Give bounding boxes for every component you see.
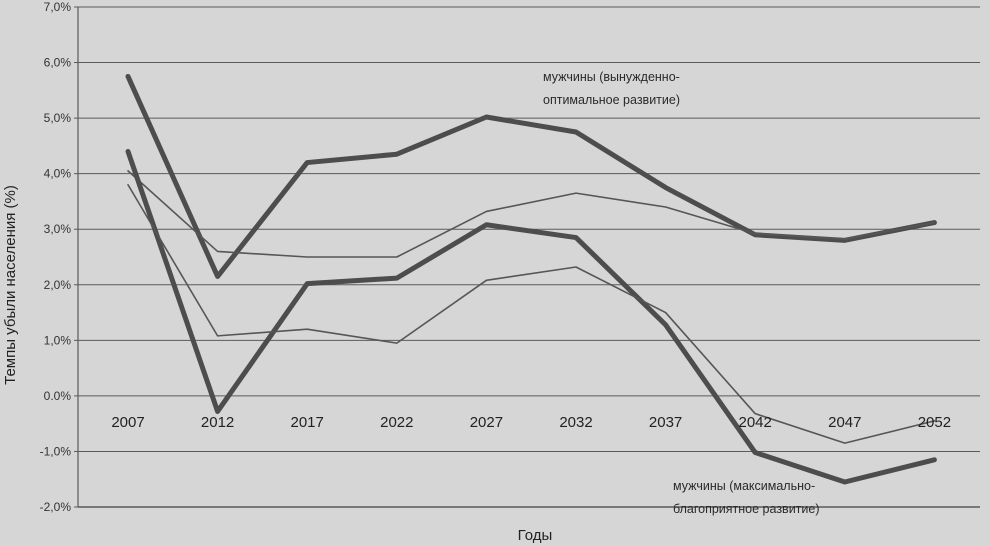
x-tick-label: 2047 — [828, 414, 861, 431]
y-tick-label: -2,0% — [40, 500, 72, 514]
y-tick-label: -1,0% — [40, 444, 72, 458]
x-tick-label: 2032 — [559, 414, 592, 431]
y-tick-label: 6,0% — [44, 56, 72, 70]
annotation-upper-line1: мужчины (вынужденно- — [543, 70, 680, 84]
series-line-4 — [127, 183, 936, 444]
x-tick-labels: 2007 2012 2017 2022 2027 2032 2037 2042 2047 2052 — [111, 414, 951, 431]
annotation-lower-line2: благоприятное развитие) — [673, 502, 820, 516]
x-tick-label: 2022 — [380, 414, 413, 431]
x-tick-label: 2007 — [111, 414, 144, 431]
annotation-upper-line2: оптимальное развитие) — [543, 93, 680, 107]
annotation-lower: мужчины (максимально- благоприятное разв… — [673, 479, 820, 516]
x-tick-label: 2037 — [649, 414, 682, 431]
y-tick-label: 0.0% — [44, 389, 72, 403]
y-tick-label: 2,0% — [44, 278, 72, 292]
x-tick-label: 2042 — [739, 414, 772, 431]
x-tick-label: 2017 — [291, 414, 324, 431]
annotation-lower-line1: мужчины (максимально- — [673, 479, 815, 493]
y-tick-labels: -2,0% -1,0% 0.0% 1,0% 2,0% 3,0% 4,0% 5,0% 6,0% 7,… — [40, 0, 72, 514]
x-tick-label: 2027 — [470, 414, 503, 431]
series-lines — [125, 73, 937, 485]
x-axis-title: Годы — [518, 527, 553, 544]
x-tick-label: 2052 — [918, 414, 951, 431]
series-line-3 — [125, 148, 937, 485]
annotation-upper: мужчины (вынужденно- оптимальное развити… — [543, 70, 680, 107]
y-tick-label: 3,0% — [44, 222, 72, 236]
x-tick-label: 2012 — [201, 414, 234, 431]
y-tick-label: 5,0% — [44, 111, 72, 125]
y-axis-title: Темпы убыли населения (%) — [2, 185, 19, 385]
grid-lines — [74, 6, 980, 508]
y-tick-label: 4,0% — [44, 167, 72, 181]
y-tick-label: 7,0% — [44, 0, 72, 14]
y-tick-label: 1,0% — [44, 333, 72, 347]
series-line-1 — [125, 73, 937, 279]
series-line-2 — [127, 170, 936, 258]
